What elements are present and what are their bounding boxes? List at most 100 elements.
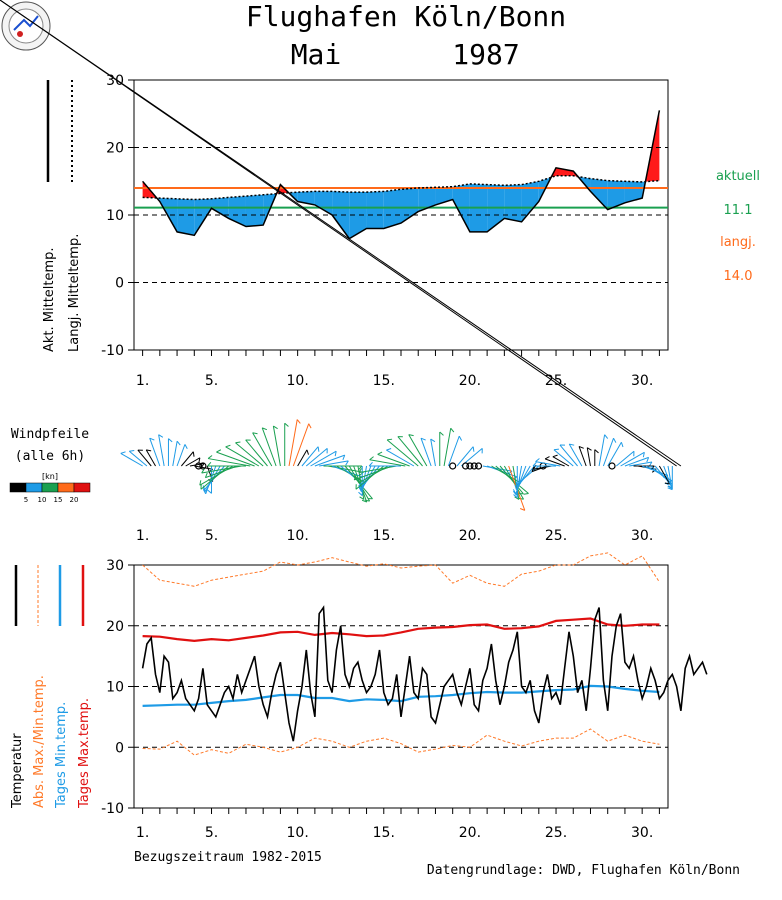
mean-diff-area [383,189,401,229]
wind-legend-tick: 5 [24,496,28,504]
data-source: Datengrundlage: DWD, Flughafen Köln/Bonn [427,863,740,878]
wind-legend-unit: [kn] [42,472,58,481]
wind-arrow [297,449,308,467]
wind-arrow-barb [664,482,670,485]
temperature-panel: -10 0 10 20 30 1. 5. 10. 15. 20. 25. 30. Temperatur… [10,552,708,841]
daily-min-temp-line [142,684,660,707]
wind-legend-tick: 15 [54,496,63,504]
wind-arrow-barb [578,445,584,449]
p3-ytick-label: -10 [101,801,124,817]
wind-calm-marker [199,462,207,470]
ref-longterm-label: langj. [720,235,756,250]
p1-ytick-label: 10 [106,208,124,224]
wind-arrow-barb [519,508,525,511]
wind-arrow-barb [523,493,529,495]
wind-arrow-barb [408,434,414,437]
wind-arrow [663,465,673,490]
wind-arrow-barb [594,449,599,454]
wind-arrow-barb [146,449,152,452]
wind-arrow-barb [515,481,518,488]
wind-arrow-barb [168,438,173,443]
wind-arrow [145,449,156,467]
wind-arrow-barb [646,457,650,463]
wind-xtick-label: 15. [373,528,395,544]
wind-xtick-label: 10. [287,528,309,544]
wind-arrow [225,446,260,467]
wind-arrow [172,441,178,467]
wind-arrow [216,451,255,467]
wind-arrow-barb [176,440,181,446]
wind-arrow-barb [513,494,518,499]
wind-arrow-barb [359,496,365,500]
mean-diff-area [332,191,350,239]
p3-xtick-label: 15. [373,825,395,841]
mean-diff-area [177,198,195,236]
wind-arrow-barb [535,458,540,463]
ref-current-label: aktuell [716,169,760,184]
wind-arrow [516,465,531,490]
wind-arrow [552,456,570,467]
wind-arrow-barb [158,434,164,438]
p3-ytick-label: 20 [106,619,124,635]
wind-arrow [515,465,527,494]
wind-arrow [598,434,606,467]
wind-arrow-barb [353,475,357,481]
wind-legend-tick: 20 [70,496,79,504]
wind-calm-marker [608,462,616,470]
wind-arrow [607,442,622,467]
wind-calm-marker [470,462,478,470]
wind-arrow [0,0,682,467]
mean-diff-area [418,187,436,212]
wind-arrow [503,465,524,500]
wind-arrow [272,425,281,467]
wind-arrow [397,436,423,467]
wind-arrow-barb [358,491,363,496]
wind-arrow-barb [216,449,222,453]
wind-arrow [358,465,397,474]
wind-arrow-barb [235,441,241,444]
wind-legend-tick: 10 [38,496,47,504]
mean-diff-area [245,194,264,227]
wind-arrow-barb [207,455,213,459]
wind-arrow-barb [553,448,559,451]
wind-arrow-barb [604,434,609,439]
p1-xtick-label: 20. [459,373,481,389]
wind-arrow [667,465,673,489]
wind-arrow-barb [377,451,383,455]
wind-legend-swatch [25,482,43,493]
wind-arrow-barb [252,432,258,435]
ylabel-current-mean: Akt. Mitteltemp. [42,247,57,352]
wind-arrow-barb [306,449,309,455]
wind-calm-marker [474,462,483,470]
wind-arrow [447,435,460,467]
p3-xtick-label: 30. [631,825,653,841]
wind-arrow-barb [129,450,135,452]
wind-arrow [544,458,565,467]
wind-arrow-barb [552,454,558,458]
wind-calm-marker [461,462,470,470]
wind-arrow-barb [120,451,126,454]
mean-diff-area [194,198,212,236]
wind-arrow-barb [586,447,592,451]
abs-min-temp-line [142,728,660,756]
p1-xtick-label: 15. [373,373,395,389]
wind-arrow-barb [514,484,517,490]
wind-arrow-barb [642,452,645,458]
temperature-6h-line [141,605,708,742]
wind-calm-marker [194,462,203,470]
p3-xtick-label: 20. [459,825,481,841]
wind-xtick-label: 5. [205,528,218,544]
station-logo [1,1,51,51]
wind-calm-marker [466,462,474,470]
mean-diff-area [314,191,333,215]
wind-arrow-barb [358,487,362,492]
wind-arrow-barb [317,446,320,452]
p3-ytick-label: 10 [106,680,124,696]
wind-arrow [386,439,419,467]
wind-arrow-barb [667,487,673,491]
wind-arrow-barb [420,437,426,441]
wind-arrow-barb [284,422,289,427]
mean-diff-area [556,167,574,176]
